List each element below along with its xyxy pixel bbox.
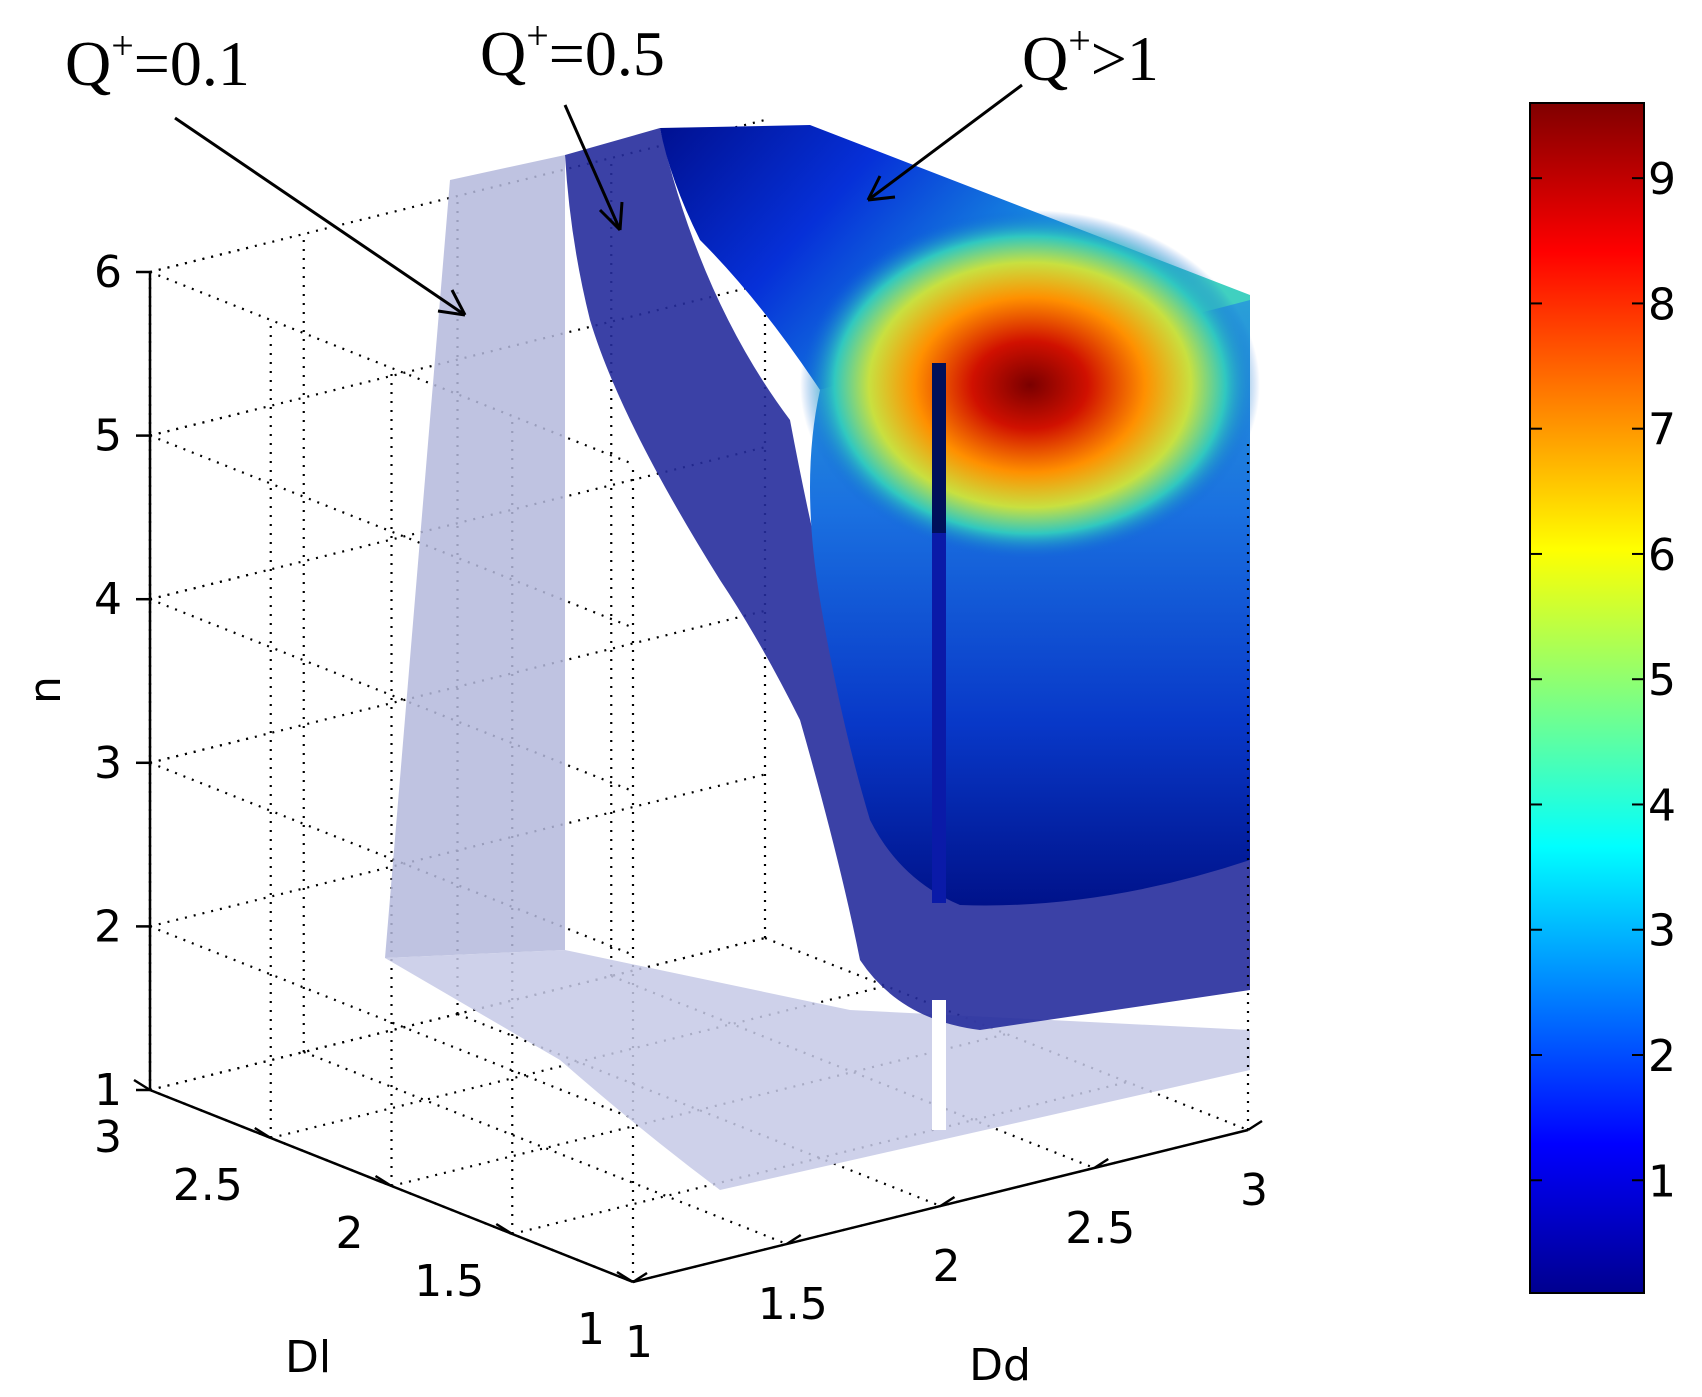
y-tick-label: 2.5 xyxy=(173,1160,243,1211)
y-axis-label: Dl xyxy=(285,1332,331,1383)
y-tick-label: 3 xyxy=(94,1112,122,1163)
y-tick xyxy=(495,1222,513,1236)
grid-line xyxy=(457,1012,941,1208)
z-tick-label: 1 xyxy=(94,1065,122,1116)
x-tick-label: 3 xyxy=(1240,1165,1268,1216)
annotation-q0.5: Q+=0.5 xyxy=(480,13,665,89)
colorbar: 1 2 3 4 5 6 7 8 9 xyxy=(1529,102,1676,1294)
colorbar-tick-label: 9 xyxy=(1648,154,1676,205)
surface-q0.1-floor xyxy=(385,950,1250,1190)
x-tick xyxy=(786,1233,802,1246)
grid-line xyxy=(149,246,249,274)
grid-line xyxy=(149,925,634,1120)
arrowhead-q0.5 xyxy=(598,201,624,232)
colorbar-tick-label: 1 xyxy=(1648,1156,1676,1207)
x-tick xyxy=(939,1195,956,1208)
colorbar-tick-label: 6 xyxy=(1648,530,1676,581)
x-tick-label: 2 xyxy=(933,1241,961,1292)
surface-q0.5 xyxy=(565,128,1250,1030)
x-tick-label: 2.5 xyxy=(1065,1203,1135,1254)
colorbar-tick-label: 2 xyxy=(1648,1031,1676,1082)
grid-line xyxy=(764,936,1249,1132)
grid-line xyxy=(610,974,1095,1170)
y-tick-label: 2 xyxy=(336,1208,364,1259)
slice-band-gap xyxy=(932,1000,946,1130)
z-tick-label: 3 xyxy=(94,738,122,789)
x-axis-label: Dd xyxy=(969,1340,1031,1391)
y-tick xyxy=(616,1270,634,1284)
colorbar-gradient xyxy=(1529,102,1645,1294)
surface-q0.1-wall xyxy=(385,155,565,958)
z-axis-label: n xyxy=(20,676,71,704)
colorbar-tick-label: 3 xyxy=(1648,906,1676,957)
x-tick xyxy=(632,1271,648,1284)
x-tick xyxy=(1247,1119,1263,1132)
colorbar-tick-label: 8 xyxy=(1648,279,1676,330)
x-tick-label: 1 xyxy=(625,1317,653,1368)
colorbar-tick-label: 4 xyxy=(1648,780,1676,831)
y-tick xyxy=(374,1174,393,1188)
y-tick-label: 1 xyxy=(577,1304,605,1355)
slice-band-dark xyxy=(932,363,946,533)
z-tick-label: 4 xyxy=(94,574,122,625)
annotation-q1: Q+>1 xyxy=(1022,18,1159,94)
arrow-q0.5 xyxy=(563,104,622,231)
surface-q1-hotspot xyxy=(800,210,1260,560)
y-tick-label: 1.5 xyxy=(414,1256,484,1307)
z-tick-label: 6 xyxy=(94,247,122,298)
annotation-q0.1: Q+=0.1 xyxy=(65,23,250,99)
z-tick-label: 2 xyxy=(94,901,122,952)
colorbar-tick-label: 7 xyxy=(1648,405,1676,456)
colorbar-tick-label: 5 xyxy=(1648,655,1676,706)
surfaces xyxy=(385,125,1260,1190)
arrow-q0.1 xyxy=(174,116,466,317)
x-tick-label: 1.5 xyxy=(758,1279,828,1330)
arrowhead-q0.1 xyxy=(437,289,467,317)
y-tick xyxy=(254,1126,272,1140)
colorbar-ticks: 1 2 3 4 5 6 7 8 9 xyxy=(1530,154,1676,1207)
annotations: Q+=0.1 Q+=0.5 Q+>1 xyxy=(65,13,1159,317)
grid-line xyxy=(149,573,249,601)
z-tick-label: 5 xyxy=(94,411,122,462)
arrow-q1 xyxy=(867,83,1023,202)
grid-line xyxy=(303,1050,788,1246)
y-tick xyxy=(133,1078,151,1092)
grid-line xyxy=(149,737,249,764)
grid-line xyxy=(149,936,766,1092)
front-grid xyxy=(149,246,1250,1130)
x-tick xyxy=(1093,1157,1109,1170)
arrowhead-q1 xyxy=(866,175,896,202)
grid-line xyxy=(149,410,249,437)
